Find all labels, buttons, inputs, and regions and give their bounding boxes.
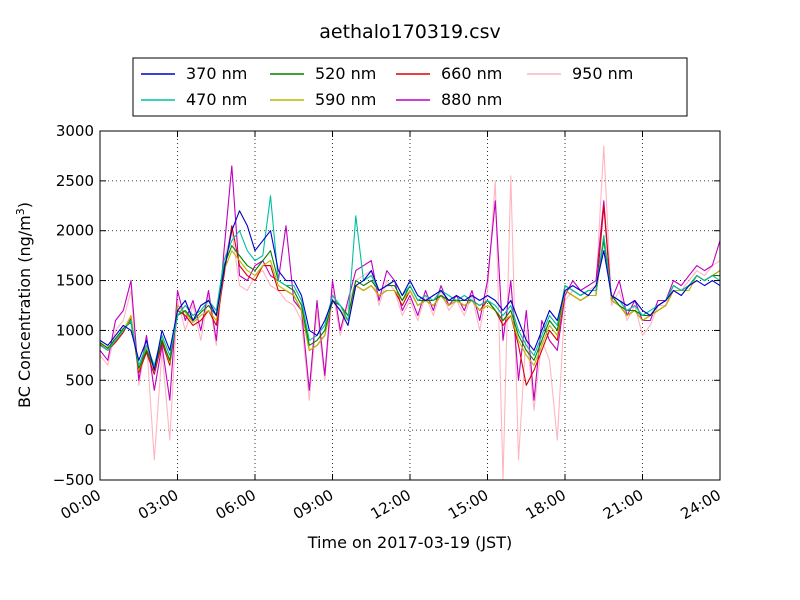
legend: 370 nm 470 nm 520 nm 590 nm 660 nm 880 nm 950 … — [132, 57, 688, 117]
x-tick-label: 12:00 — [368, 486, 414, 523]
x-tick-label: 06:00 — [213, 486, 259, 523]
y-tick-label: 2000 — [56, 222, 94, 240]
y-tick-label: 1000 — [56, 321, 94, 339]
legend-label: 660 nm — [441, 64, 502, 83]
y-tick-label: 500 — [65, 371, 94, 389]
x-tick-label: 24:00 — [678, 486, 724, 523]
series-group — [100, 145, 720, 480]
series-line-370-nm — [100, 210, 720, 371]
legend-label: 590 nm — [315, 90, 376, 109]
x-tick-label: 00:00 — [58, 486, 104, 523]
series-line-590-nm — [100, 235, 720, 371]
legend-label: 950 nm — [572, 64, 633, 83]
y-axis: −500 0 500 1000 1500 2000 2500 3000 — [53, 122, 720, 489]
series-line-950-nm — [100, 145, 720, 480]
x-tick-label: 03:00 — [135, 486, 181, 523]
y-tick-label: 0 — [84, 421, 94, 439]
legend-label: 370 nm — [186, 64, 247, 83]
legend-label: 520 nm — [315, 64, 376, 83]
x-tick-label: 18:00 — [523, 486, 569, 523]
y-tick-label: 1500 — [56, 272, 94, 290]
y-axis-label: BC Concentration (ng/m3) — [14, 202, 34, 408]
grid-lines — [100, 131, 720, 480]
y-axis-label-superscript: 3 — [14, 208, 27, 215]
chart-title: aethalo170319.csv — [319, 21, 501, 43]
y-axis-label-close: ) — [15, 202, 34, 208]
plot-area — [100, 131, 720, 480]
y-axis-label-main: BC Concentration (ng/m — [15, 215, 34, 408]
y-tick-label: 2500 — [56, 172, 94, 190]
x-tick-label: 21:00 — [600, 486, 646, 523]
x-tick-label: 09:00 — [290, 486, 336, 523]
legend-box — [132, 57, 688, 117]
y-tick-label: 3000 — [56, 122, 94, 140]
x-axis-label: Time on 2017-03-19 (JST) — [307, 533, 512, 552]
x-tick-label: 15:00 — [445, 486, 491, 523]
y-tick-label: −500 — [53, 471, 94, 489]
legend-label: 470 nm — [186, 90, 247, 109]
legend-label: 880 nm — [441, 90, 502, 109]
